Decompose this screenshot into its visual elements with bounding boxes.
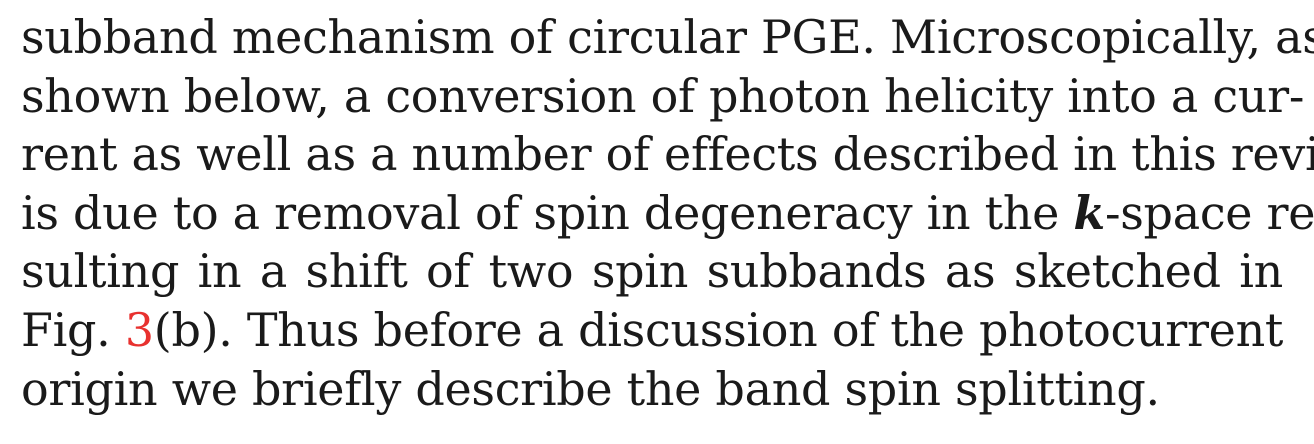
k-vector-symbol: k (1073, 185, 1105, 240)
text-line-4-start: is due to a removal of spin degeneracy i… (21, 185, 1074, 240)
figure-reference-link[interactable]: 3 (124, 302, 154, 357)
text-line-6: Fig. 3(b). Thus before a discussion of t… (21, 301, 1283, 360)
text-line-5: sulting in a shift of two spin subbands … (21, 244, 1283, 299)
text-line-3: rent as well as a number of effects desc… (21, 127, 1314, 182)
text-line-2: shown below, a conversion of photon heli… (21, 68, 1305, 123)
text-line-1: subband mechanism of circular PGE. Micro… (21, 10, 1314, 64)
text-line-4: is due to a removal of spin degeneracy i… (21, 184, 1314, 243)
text-line-6-end: (b). Thus before a discussion of the pho… (153, 302, 1284, 357)
text-line-4-end: -space re- (1105, 185, 1314, 240)
text-line-6-start: Fig. (21, 302, 125, 357)
text-line-7: origin we briefly describe the band spin… (21, 361, 1160, 416)
paper-text-block: subband mechanism of circular PGE. Micro… (21, 8, 1314, 418)
